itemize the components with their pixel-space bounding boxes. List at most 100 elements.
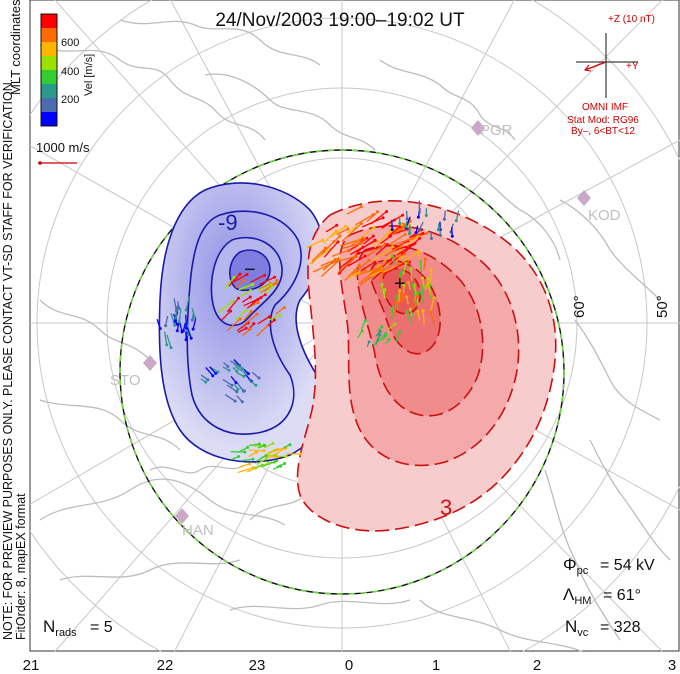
velocity-vector — [402, 263, 407, 276]
velocity-vector — [362, 217, 384, 228]
velocity-vector — [375, 244, 388, 256]
velocity-vector-origin — [158, 327, 162, 330]
velocity-vector — [430, 269, 432, 283]
stat-model-label: Stat Mod: RG96 — [567, 115, 639, 126]
velocity-vector-origin — [189, 336, 193, 340]
velocity-vector-origin — [379, 266, 382, 269]
velocity-vector — [221, 310, 232, 321]
velocity-vector-origin — [424, 214, 428, 217]
mlt-label-23: 23 — [249, 657, 266, 674]
velocity-vector — [224, 394, 236, 402]
velocity-vector — [263, 279, 278, 292]
velocity-vector — [191, 307, 196, 318]
velocity-vector — [258, 282, 271, 290]
velocity-vector-origin — [257, 376, 261, 380]
velocity-vector-origin — [410, 237, 414, 241]
imf-source-label: OMNI IMF — [582, 102, 628, 113]
velocity-vector — [185, 296, 190, 311]
radar-count-value: = 5 — [90, 619, 113, 636]
velocity-vector — [323, 241, 339, 258]
velocity-vector-origin — [429, 237, 433, 240]
velocity-vector — [256, 455, 267, 462]
velocity-vector — [187, 327, 192, 339]
velocity-vector-origin — [191, 327, 195, 331]
velocity-vector-origin — [403, 252, 406, 256]
velocity-vector — [323, 230, 337, 244]
velocity-vector-origin — [354, 255, 358, 258]
velocity-vector-origin — [380, 283, 384, 287]
velocity-vector — [331, 249, 350, 258]
velocity-vector-origin — [391, 254, 395, 258]
colorbar-segment — [41, 98, 57, 113]
map-title: 24/Nov/2003 19:00–19:02 UT — [215, 10, 465, 31]
velocity-vector-origin — [175, 329, 179, 333]
velocity-vector-origin — [252, 322, 256, 326]
velocity-vector — [264, 442, 274, 449]
velocity-vector — [398, 290, 401, 303]
velocity-vector — [230, 360, 241, 367]
velocity-vector — [237, 327, 247, 334]
velocity-vector — [387, 226, 401, 237]
velocity-vector — [265, 285, 273, 295]
contour-label-negative: -9 — [218, 210, 238, 235]
colorbar-segment — [41, 112, 57, 127]
velocity-vector-origin — [371, 213, 375, 217]
velocity-vector — [259, 276, 275, 286]
velocity-vector-origin — [355, 224, 359, 228]
velocity-vector-origin — [404, 225, 408, 229]
velocity-vector-origin — [283, 462, 287, 465]
velocity-vector — [424, 278, 429, 291]
velocity-vector-origin — [231, 299, 235, 303]
velocity-vector-origin — [381, 216, 385, 220]
velocity-vector — [238, 289, 251, 298]
velocity-vector-origin — [206, 378, 210, 382]
velocity-vector-origin — [423, 257, 427, 261]
velocity-vector — [226, 384, 238, 393]
station-label-kod: KOD — [588, 207, 621, 224]
velocity-vector — [374, 229, 392, 249]
polar-cap-potential-value: = 54 kV — [600, 557, 655, 574]
velocity-vector-origin — [421, 276, 425, 280]
radar-count-symbol: Nrads — [43, 617, 77, 639]
velocity-vector — [396, 243, 414, 256]
velocity-vector — [253, 462, 269, 470]
velocity-colorbar — [41, 14, 57, 127]
velocity-vector — [395, 331, 401, 343]
velocity-vector — [272, 447, 287, 457]
velocity-vector-origin — [386, 243, 389, 247]
preview-note: NOTE: FOR PREVIEW PURPOSES ONLY. PLEASE … — [1, 79, 15, 640]
velocity-vector-origin — [359, 205, 363, 209]
velocity-vector-origin — [347, 248, 351, 252]
velocity-vector — [246, 298, 259, 309]
velocity-vector — [421, 286, 424, 297]
potential-maximum-marker: + — [394, 273, 406, 295]
velocity-vector-origin — [226, 364, 230, 368]
velocity-vector-origin — [184, 308, 188, 312]
velocity-vector — [430, 312, 435, 326]
mlt-label-1: 1 — [432, 657, 440, 674]
velocity-vector — [355, 226, 375, 243]
velocity-vector — [389, 233, 406, 246]
plot-frame — [29, 0, 680, 652]
colorbar-unit-label: Vel [m/s] — [83, 54, 95, 96]
imf-clock-dial — [576, 33, 638, 98]
colorbar-tick-400: 400 — [61, 66, 79, 78]
velocity-vector-origin — [367, 340, 371, 344]
velocity-vector-origin — [399, 248, 403, 252]
velocity-vector — [250, 274, 265, 283]
velocity-vector-origin — [357, 264, 361, 267]
velocity-vector — [170, 312, 176, 326]
velocity-vector — [226, 318, 241, 332]
velocity-vector — [359, 269, 381, 286]
velocity-vector — [311, 247, 326, 262]
velocity-vector-origin — [249, 309, 253, 313]
velocity-vector-origin — [416, 215, 420, 219]
velocity-vector — [336, 228, 349, 236]
velocity-vector-origin — [284, 454, 288, 458]
velocity-vector-origin — [269, 282, 273, 286]
velocity-vector-origin — [249, 289, 253, 292]
mlt-label-21: 21 — [23, 657, 40, 674]
velocity-vector — [406, 235, 419, 247]
velocity-vector-origin — [267, 315, 271, 319]
velocity-vector — [257, 316, 270, 325]
